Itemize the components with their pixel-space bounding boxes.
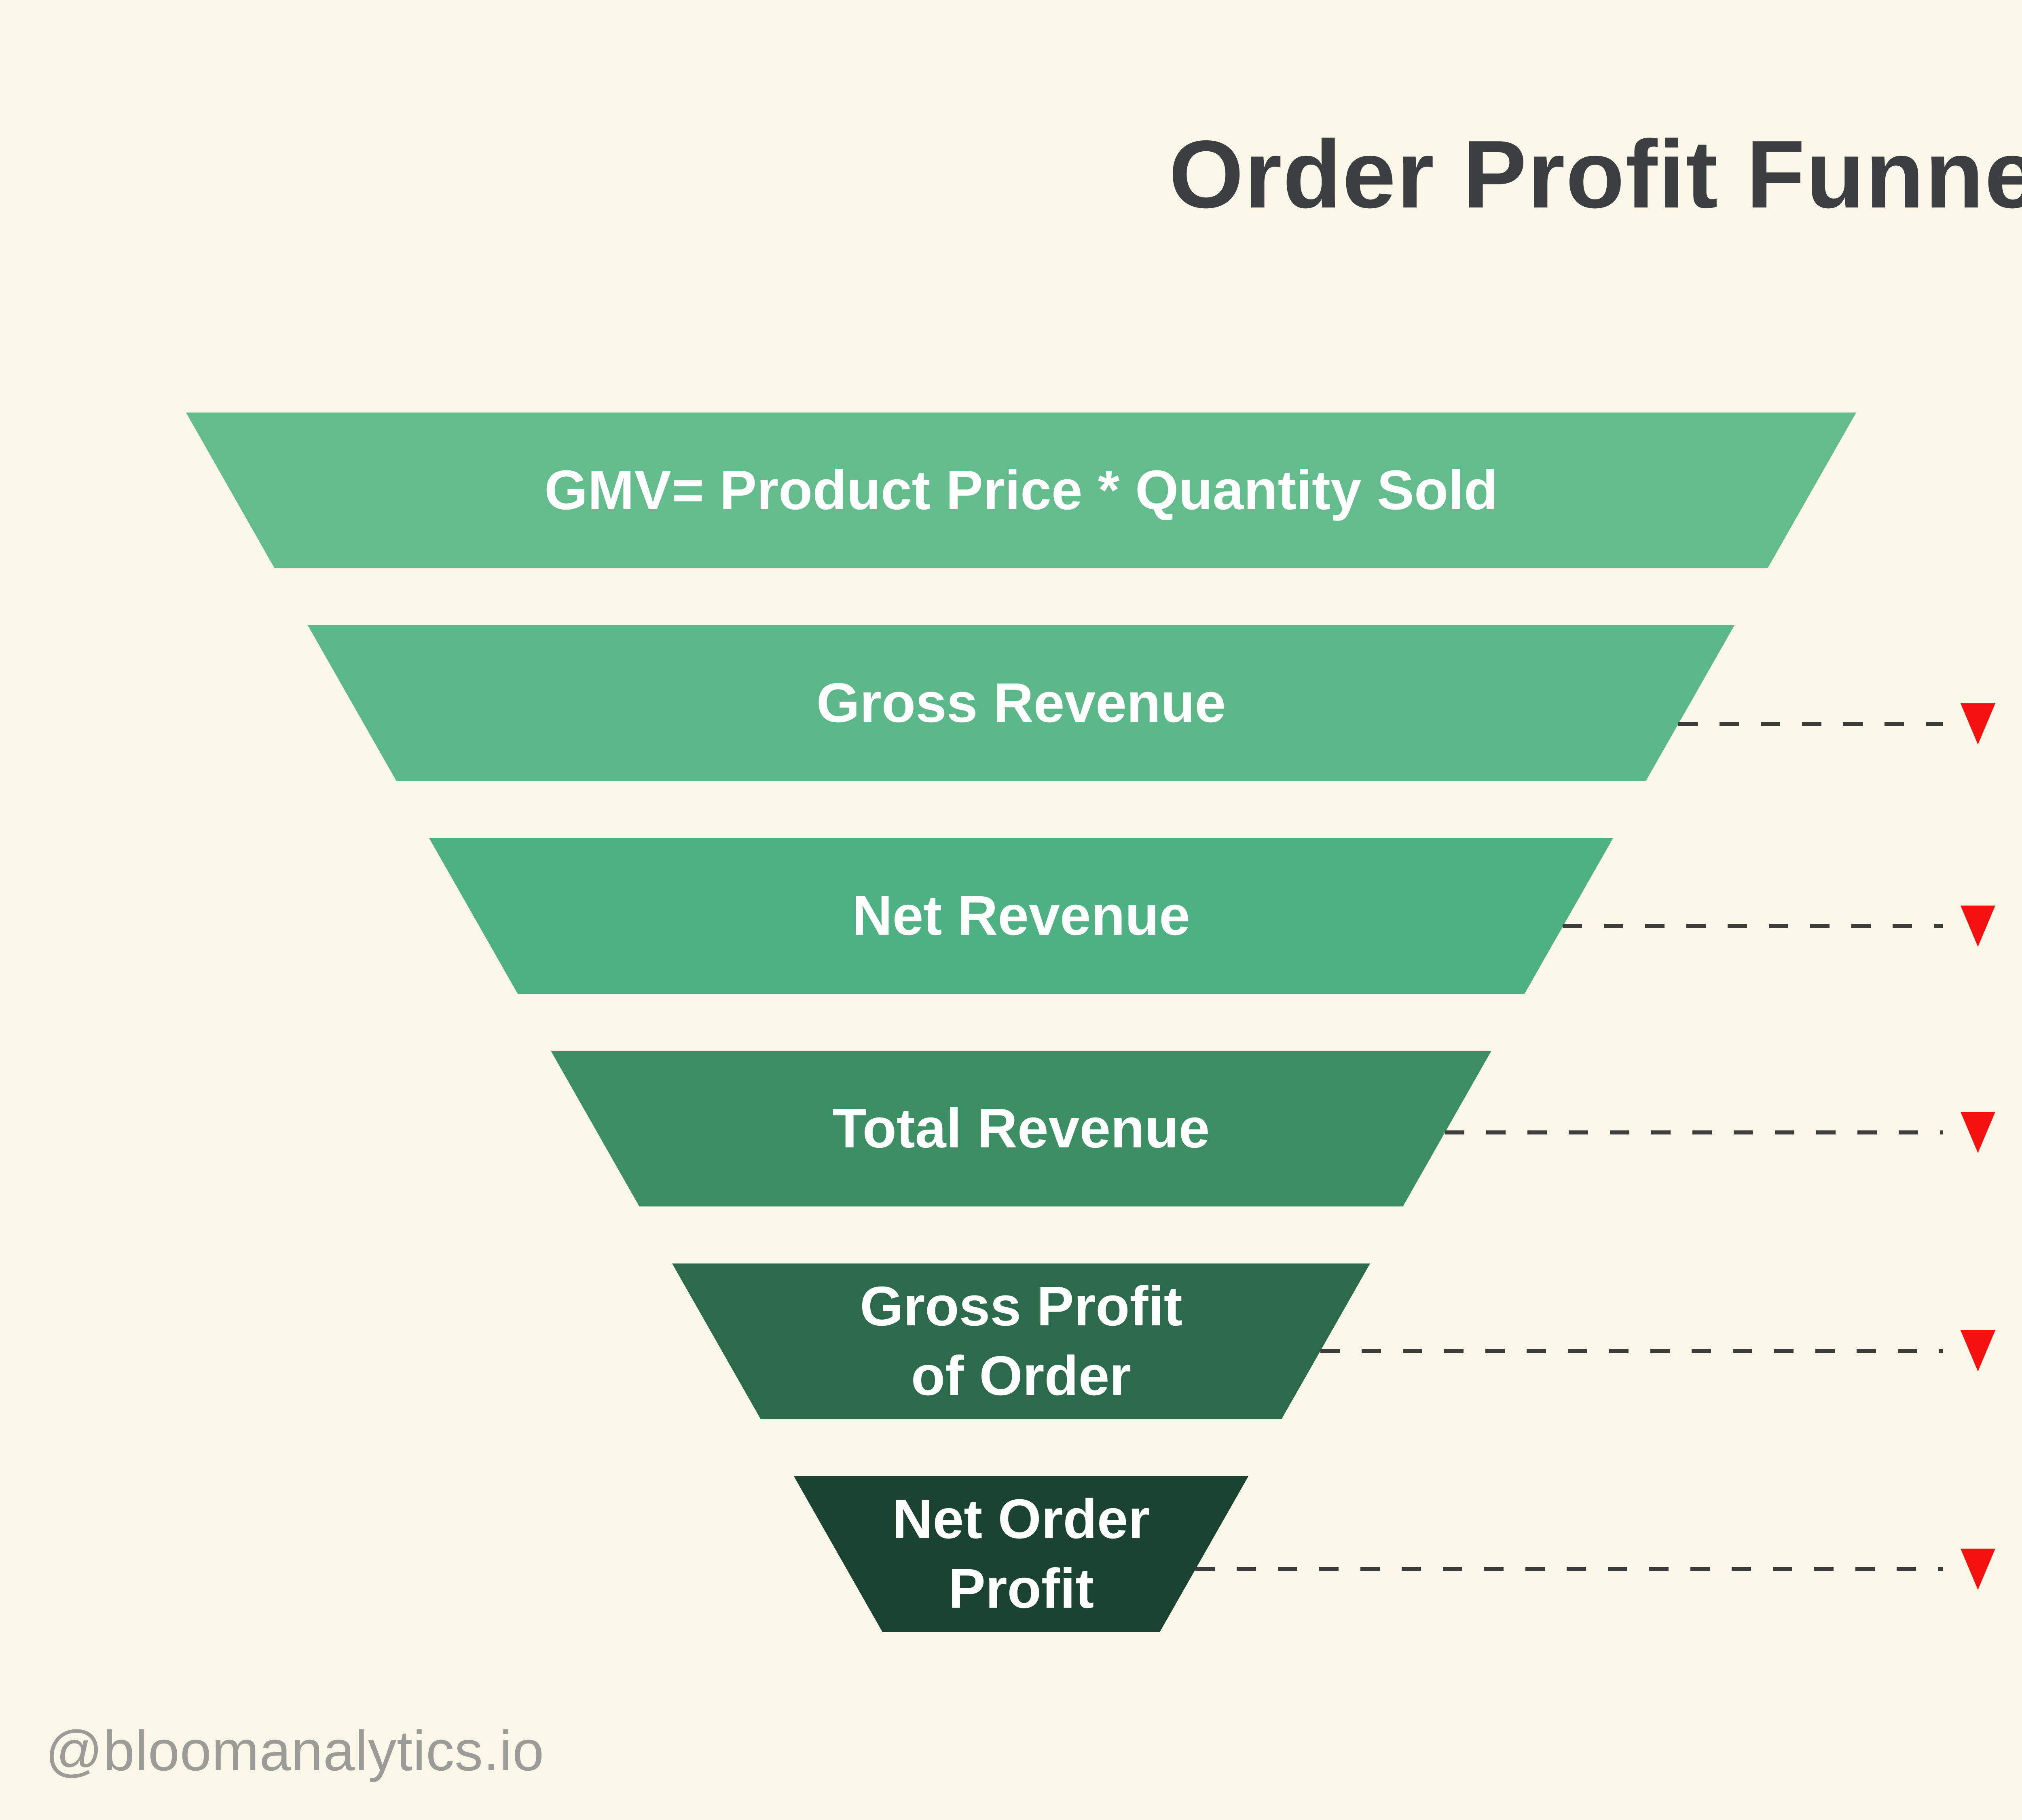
down-arrow-icon — [1961, 906, 1995, 947]
funnel-segment-total-revenue: Total Revenue — [551, 1051, 1491, 1206]
funnel-segment-gross-profit: Gross Profit of Order — [672, 1263, 1370, 1419]
funnel-segment-net-order-profit: Net Order Profit — [794, 1476, 1248, 1632]
dashed-connector — [1678, 722, 1943, 726]
page-title: Order Profit Funnel — [1169, 121, 2022, 228]
dashed-connector — [1445, 1130, 1943, 1134]
funnel-segment-label: Gross Revenue — [816, 671, 1226, 734]
dashed-connector — [1320, 1349, 1943, 1353]
funnel-segment-net-revenue: Net Revenue — [429, 838, 1613, 994]
down-arrow-icon — [1961, 703, 1995, 745]
down-arrow-icon — [1961, 1549, 1995, 1590]
funnel-segment-label: Net Order Profit — [892, 1488, 1150, 1620]
dashed-connector — [1563, 924, 1943, 928]
dashed-connector — [1195, 1567, 1943, 1571]
down-arrow-icon — [1961, 1330, 1995, 1371]
social-handle: @bloomanalytics.io — [45, 1719, 544, 1782]
funnel-segment-label: Total Revenue — [832, 1097, 1210, 1160]
funnel-segment-label: Net Revenue — [852, 884, 1190, 947]
funnel-segment-gross-revenue: Gross Revenue — [308, 625, 1734, 781]
funnel-segment-gmv: GMV= Product Price * Quantity Sold — [186, 413, 1856, 568]
funnel-segment-label: Gross Profit of Order — [860, 1275, 1182, 1407]
funnel-segment-label: GMV= Product Price * Quantity Sold — [544, 459, 1498, 521]
down-arrow-icon — [1961, 1112, 1995, 1153]
